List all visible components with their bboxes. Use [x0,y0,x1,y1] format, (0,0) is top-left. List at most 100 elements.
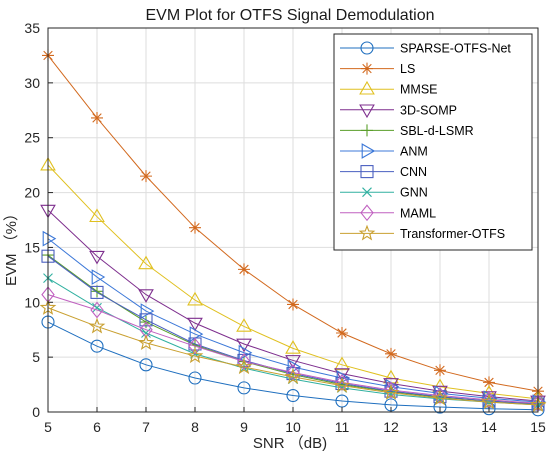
data-point-marker [358,224,376,241]
legend-item: GNN [340,186,428,200]
chart-title: EVM Plot for OTFS Signal Demodulation [145,7,434,24]
data-point-marker [431,389,449,406]
legend-item: ANM [340,143,428,159]
legend-label: 3D-SOMP [400,103,457,117]
data-point-marker [334,368,350,382]
data-point-marker [285,355,301,369]
data-point-marker [385,347,397,360]
legend-label: SBL-d-LSMR [400,124,474,138]
data-point-marker [236,318,252,332]
data-point-marker [237,353,251,370]
data-point-marker [433,387,447,404]
series-line [47,321,539,411]
legend-item: MMSE [340,80,438,97]
data-point-marker [236,338,252,353]
x-tick-label: 14 [481,419,497,435]
legend-label: MMSE [400,83,438,97]
legend-label: MAML [400,206,436,220]
series-group [39,49,547,417]
data-point-marker [91,285,103,298]
data-point-marker [140,170,152,183]
series-line [47,255,539,405]
data-point-marker [359,80,375,95]
legend-item: SBL-d-LSMR [340,124,474,138]
data-point-marker [334,356,350,371]
legend-item: SPARSE-OTFS-Net [340,41,511,56]
data-point-marker [362,187,372,198]
y-tick-label: 5 [32,349,40,365]
series-line [47,164,539,400]
data-point-marker [361,124,373,137]
x-tick-label: 9 [240,419,248,435]
data-point-marker [361,62,373,75]
legend-item: CNN [340,165,427,179]
legend-item: LS [340,62,415,76]
series-line [47,307,539,406]
data-point-marker [187,291,203,306]
data-point-marker [140,303,155,319]
data-point-marker [238,263,250,276]
x-tick-label: 13 [432,419,448,435]
data-point-marker [88,317,106,334]
data-point-marker [188,371,202,385]
data-point-marker [139,313,153,327]
data-point-marker [138,255,154,270]
x-tick-label: 10 [285,419,301,435]
data-point-marker [91,111,103,124]
legend-label: CNN [400,165,427,179]
data-point-marker [90,339,104,353]
series-line [47,294,539,404]
data-point-marker [42,230,57,247]
data-point-marker [384,381,398,399]
data-point-marker [360,41,374,55]
legend: SPARSE-OTFS-Net LS MMSE 3D-SOMP SBL-d-LSMR AN… [333,33,533,251]
data-point-marker [285,340,301,354]
data-point-marker [360,165,374,179]
y-tick-label: 30 [24,75,40,91]
data-point-marker [90,301,104,319]
data-point-marker [360,204,374,222]
x-tick-label: 6 [93,419,101,435]
data-point-marker [333,376,351,393]
x-tick-label: 11 [335,419,350,435]
data-point-marker [89,250,105,265]
data-point-marker [361,143,376,159]
x-tick-label: 5 [44,419,52,435]
legend-label: SPARSE-OTFS-Net [400,42,511,56]
data-point-marker [382,384,400,400]
x-tick-label: 7 [142,419,150,435]
data-point-marker [89,208,105,223]
y-tick-label: 10 [24,294,40,310]
data-point-marker [141,328,151,338]
data-point-marker [284,368,302,385]
data-point-marker [480,393,498,410]
data-point-marker [286,388,300,403]
data-point-marker [188,337,202,355]
x-tick-label: 12 [383,419,399,435]
data-point-marker [91,269,106,285]
y-tick-label: 25 [24,130,40,146]
data-point-marker [335,373,349,391]
x-tick-label: 8 [191,419,199,435]
data-point-marker [434,364,446,377]
data-point-marker [137,334,155,350]
data-point-marker [287,359,302,375]
data-point-marker [189,221,201,234]
y-axis-label: EVM （%） [3,206,20,286]
y-tick-label: 0 [32,404,40,420]
data-point-marker [235,358,253,375]
data-point-marker [186,347,204,364]
legend-label: Transformer-OTFS [400,227,505,241]
y-tick-label: 15 [24,239,40,255]
legend-label: LS [400,62,415,76]
data-point-marker [483,376,495,389]
data-point-marker [138,289,154,303]
legend-label: GNN [400,186,428,200]
data-point-marker [359,104,375,119]
x-tick-label: 15 [530,419,546,435]
data-point-marker [237,381,251,395]
data-point-marker [287,298,299,311]
data-point-marker [90,285,104,299]
